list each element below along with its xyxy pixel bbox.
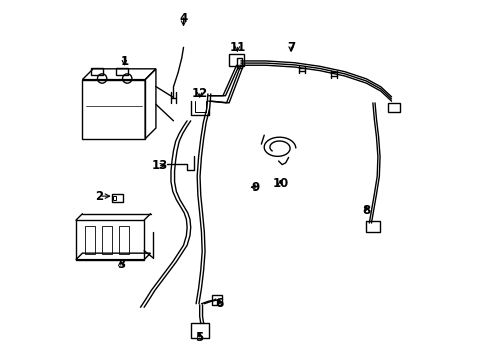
Text: 13: 13 xyxy=(152,159,168,172)
Text: 4: 4 xyxy=(179,12,187,25)
Text: 12: 12 xyxy=(191,87,207,100)
Text: 9: 9 xyxy=(251,181,259,194)
Text: 11: 11 xyxy=(229,41,245,54)
Text: 7: 7 xyxy=(286,41,295,54)
Text: 10: 10 xyxy=(272,177,288,190)
Text: 3: 3 xyxy=(117,258,124,271)
Text: 5: 5 xyxy=(195,330,203,343)
Text: 8: 8 xyxy=(362,204,370,217)
Text: 6: 6 xyxy=(215,297,223,310)
Text: 1: 1 xyxy=(120,55,128,68)
Text: 2: 2 xyxy=(95,190,103,203)
